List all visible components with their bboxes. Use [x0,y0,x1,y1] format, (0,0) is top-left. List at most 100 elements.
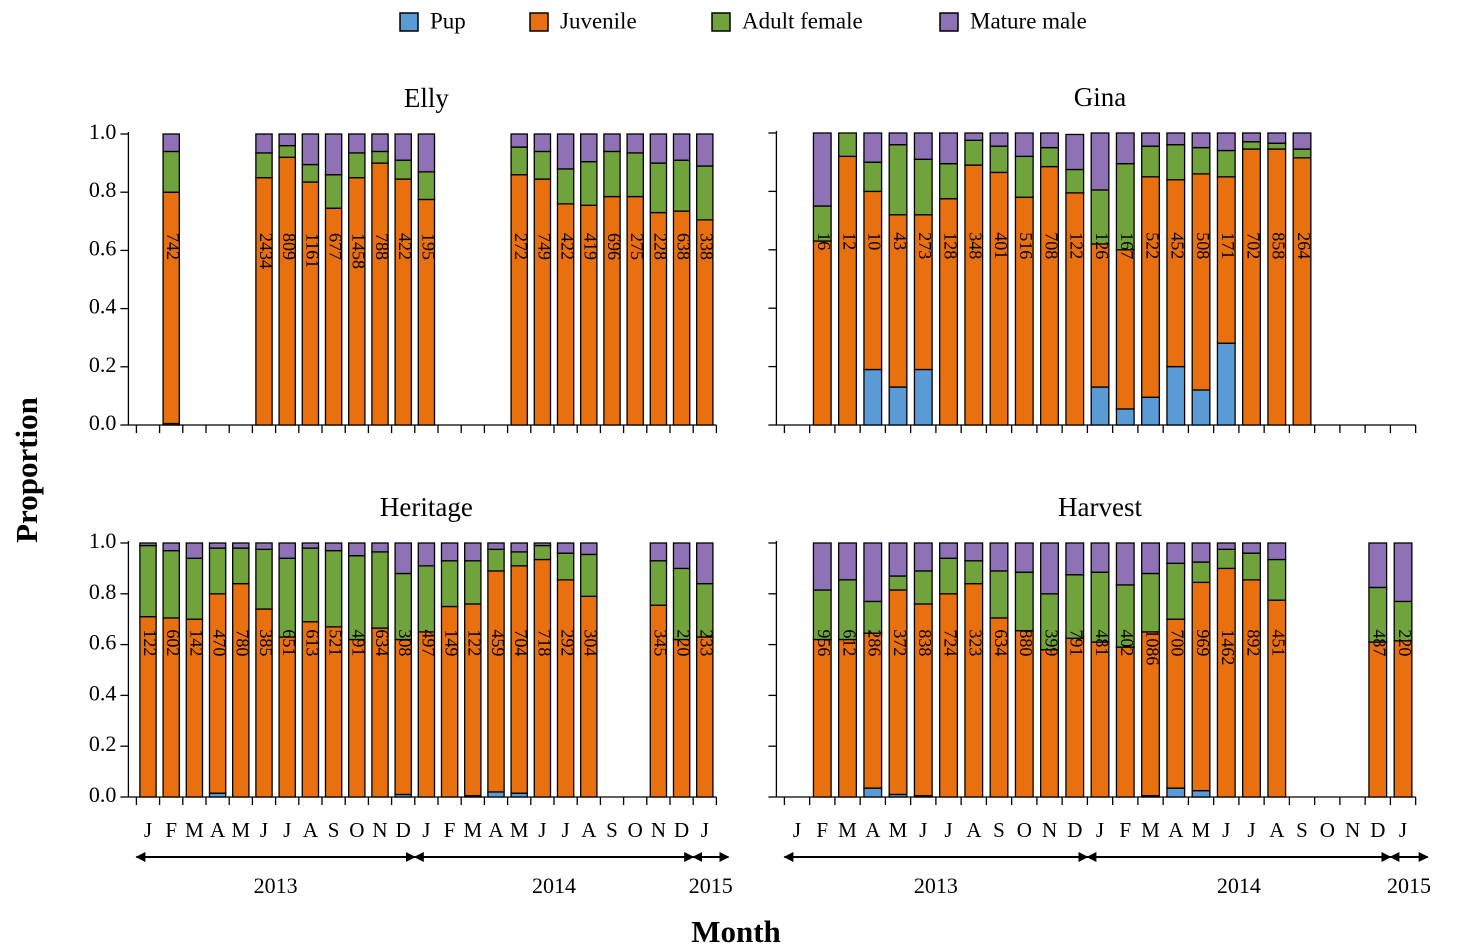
sample-size-label: 704 [511,629,531,656]
bar-segment [888,589,908,796]
bar-segment [1141,542,1161,575]
bar-segment [964,139,984,166]
x-tick-label: O [1017,818,1032,842]
bar-segment [603,150,621,198]
bar-segment [1141,132,1161,147]
sample-size-label: 742 [163,233,183,260]
bar-segment [913,368,933,426]
bar-segment [185,542,204,559]
x-tick-label: J [538,818,546,842]
legend-swatch [939,12,959,32]
sample-size-label: 273 [915,232,935,259]
x-tick-label: N [1042,818,1057,842]
x-tick-label: D [674,818,689,842]
y-tick-label: 0.0 [89,410,117,435]
bar-segment [162,191,180,425]
bar-segment [1014,571,1034,632]
bar-segment [672,133,691,161]
bar-segment [278,133,296,147]
x-tick-label: F [444,818,456,842]
x-tick-label: M [463,818,482,842]
x-tick-label: J [1096,818,1104,842]
sample-size-label: 651 [279,629,299,656]
bar-segment [989,570,1009,619]
bar-segment [626,195,644,426]
x-tick-label: J [283,818,291,842]
bar-segment [1090,386,1110,426]
bar-segment [371,162,389,426]
bar-segment [989,171,1009,426]
bar-segment [533,558,552,798]
sample-size-label: 1462 [1218,629,1238,665]
bar-segment [487,570,505,793]
legend-label: Mature male [970,8,1087,33]
sample-size-label: 167 [1117,232,1137,259]
x-tick-label: A [1168,818,1184,842]
bar-segment [255,133,273,154]
bar-segment [1267,148,1287,426]
panel-title: Heritage [380,492,473,522]
bar-segment [1065,192,1085,426]
bar-segment [964,560,984,585]
x-tick-label: A [581,818,597,842]
bar-segment [417,542,436,567]
bar-segment [1242,141,1262,150]
x-tick-label: M [1141,818,1160,842]
bar-segment [1242,148,1262,426]
year-label: 2014 [1217,873,1261,898]
year-label: 2015 [1387,873,1431,898]
bar-segment [1065,637,1085,798]
bar-segment [324,174,343,209]
bar-segment [1242,579,1262,798]
bar-segment [208,542,227,549]
bar-segment [394,159,412,180]
bar-segment [838,155,858,426]
bar-segment [1040,649,1060,798]
bar-segment [371,542,389,553]
legend-label: Adult female [742,8,863,33]
sample-size-label: 264 [1294,232,1314,259]
x-tick-label: J [919,818,927,842]
bar-segment [1393,542,1413,603]
bar-segment [863,787,883,798]
x-tick-label: D [1370,818,1385,842]
legend-swatch [399,12,419,32]
bar-segment [440,560,459,608]
x-tick-label: S [1296,818,1308,842]
bar-segment [394,133,412,161]
x-tick-label: S [328,818,340,842]
bar-segment [1040,132,1060,149]
y-tick-label: 0.8 [89,579,117,604]
bar-segment [324,549,343,628]
legend-swatch [711,12,731,32]
bar-segment [208,547,227,595]
bar-segment [394,638,412,796]
bar-segment [649,133,668,164]
x-tick-label: A [1269,818,1285,842]
bar-segment [888,144,908,216]
sample-size-label: 195 [418,233,438,260]
bar-segment [1216,176,1236,344]
x-tick-label: O [628,818,643,842]
bar-segment [185,557,204,620]
sample-size-label: 122 [1067,232,1087,259]
x-tick-label: D [396,818,411,842]
bar-segment [964,164,984,426]
bar-segment [348,152,366,179]
bar-segment [1267,142,1287,150]
year-label: 2013 [254,873,298,898]
bar-segment [487,548,505,572]
x-tick-label: J [1399,818,1407,842]
bar-segment [626,152,644,198]
bar-segment [1115,408,1135,426]
sample-size-label: 516 [1016,232,1036,259]
x-tick-label: M [231,818,250,842]
bar-segment [989,542,1009,572]
bar-segment [1292,148,1312,159]
bar-segment [1216,132,1236,152]
sample-size-label: 497 [418,629,438,656]
bar-segment [649,162,668,214]
x-tick-label: J [562,818,570,842]
bar-segment [1368,641,1388,798]
bar-segment [812,132,832,207]
